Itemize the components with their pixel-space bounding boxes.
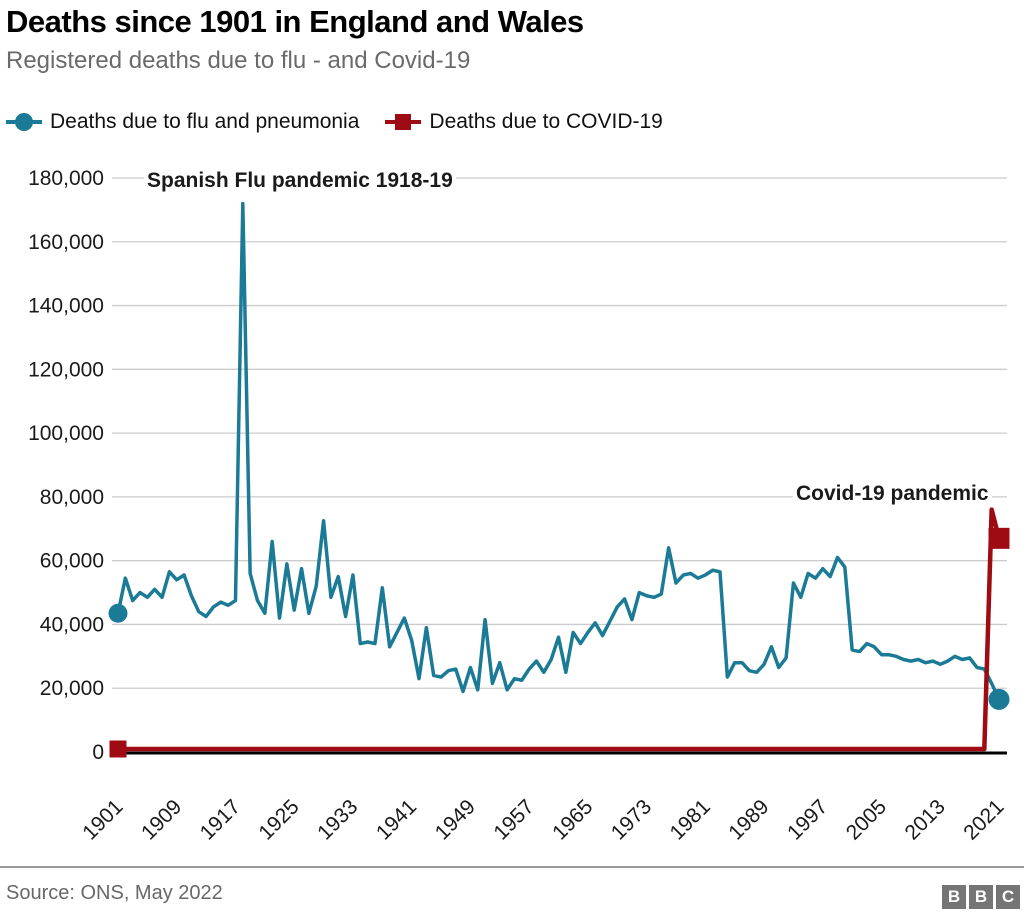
x-tick-label: 1909 [137, 795, 186, 844]
x-tick-label: 1949 [431, 795, 480, 844]
x-tick-label: 1981 [666, 795, 715, 844]
x-tick-label: 1901 [78, 795, 127, 844]
x-tick-label: 1925 [254, 795, 303, 844]
y-tick-label: 100,000 [28, 422, 104, 445]
covid-start-marker [109, 740, 127, 758]
y-tick-label: 40,000 [40, 613, 104, 636]
annotation-spanish-flu: Spanish Flu pandemic 1918-19 [144, 169, 456, 193]
legend-item-flu: Deaths due to flu and pneumonia [6, 110, 359, 134]
flu-end-marker [988, 688, 1010, 710]
covid-line-square-marker-icon [385, 112, 422, 132]
covid-end-marker [988, 527, 1010, 549]
annotation-covid-pandemic: Covid-19 pandemic [793, 482, 992, 506]
y-tick-label: 60,000 [40, 550, 104, 573]
bbc-logo-block-c: C [996, 885, 1020, 909]
x-tick-label: 1989 [724, 795, 773, 844]
legend: Deaths due to flu and pneumonia Deaths d… [6, 110, 663, 134]
x-tick-label: 2005 [842, 795, 891, 844]
x-tick-label: 2013 [901, 795, 950, 844]
flu-start-marker [108, 603, 128, 623]
x-tick-label: 1973 [607, 795, 656, 844]
x-tick-label: 2021 [959, 795, 1008, 844]
x-tick-label: 1965 [548, 795, 597, 844]
page-title: Deaths since 1901 in England and Wales [6, 4, 584, 39]
legend-label-covid: Deaths due to COVID-19 [429, 110, 663, 133]
y-tick-label: 120,000 [28, 358, 104, 381]
legend-item-covid: Deaths due to COVID-19 [385, 110, 663, 134]
chart-subtitle: Registered deaths due to flu - and Covid… [6, 47, 471, 74]
x-tick-label: 1917 [196, 795, 245, 844]
flu-line-circle-marker-icon [6, 112, 42, 132]
y-tick-label: 20,000 [40, 677, 104, 700]
bbc-logo-block-b1: B [942, 885, 966, 909]
x-tick-label: 1957 [489, 795, 538, 844]
y-tick-label: 0 [92, 741, 104, 764]
x-tick-label: 1997 [783, 795, 832, 844]
footer-divider [0, 866, 1024, 868]
y-tick-label: 80,000 [40, 486, 104, 509]
y-tick-label: 140,000 [28, 295, 104, 318]
bbc-logo: B B C [942, 885, 1020, 909]
legend-label-flu: Deaths due to flu and pneumonia [50, 110, 360, 133]
flu-line [116, 201, 1001, 701]
x-tick-label: 1941 [372, 795, 421, 844]
covid-line [118, 507, 1002, 752]
bbc-logo-block-b2: B [969, 885, 993, 909]
source-text: Source: ONS, May 2022 [6, 882, 223, 904]
x-tick-label: 1933 [313, 795, 362, 844]
y-tick-label: 160,000 [28, 231, 104, 254]
y-tick-label: 180,000 [28, 167, 104, 190]
